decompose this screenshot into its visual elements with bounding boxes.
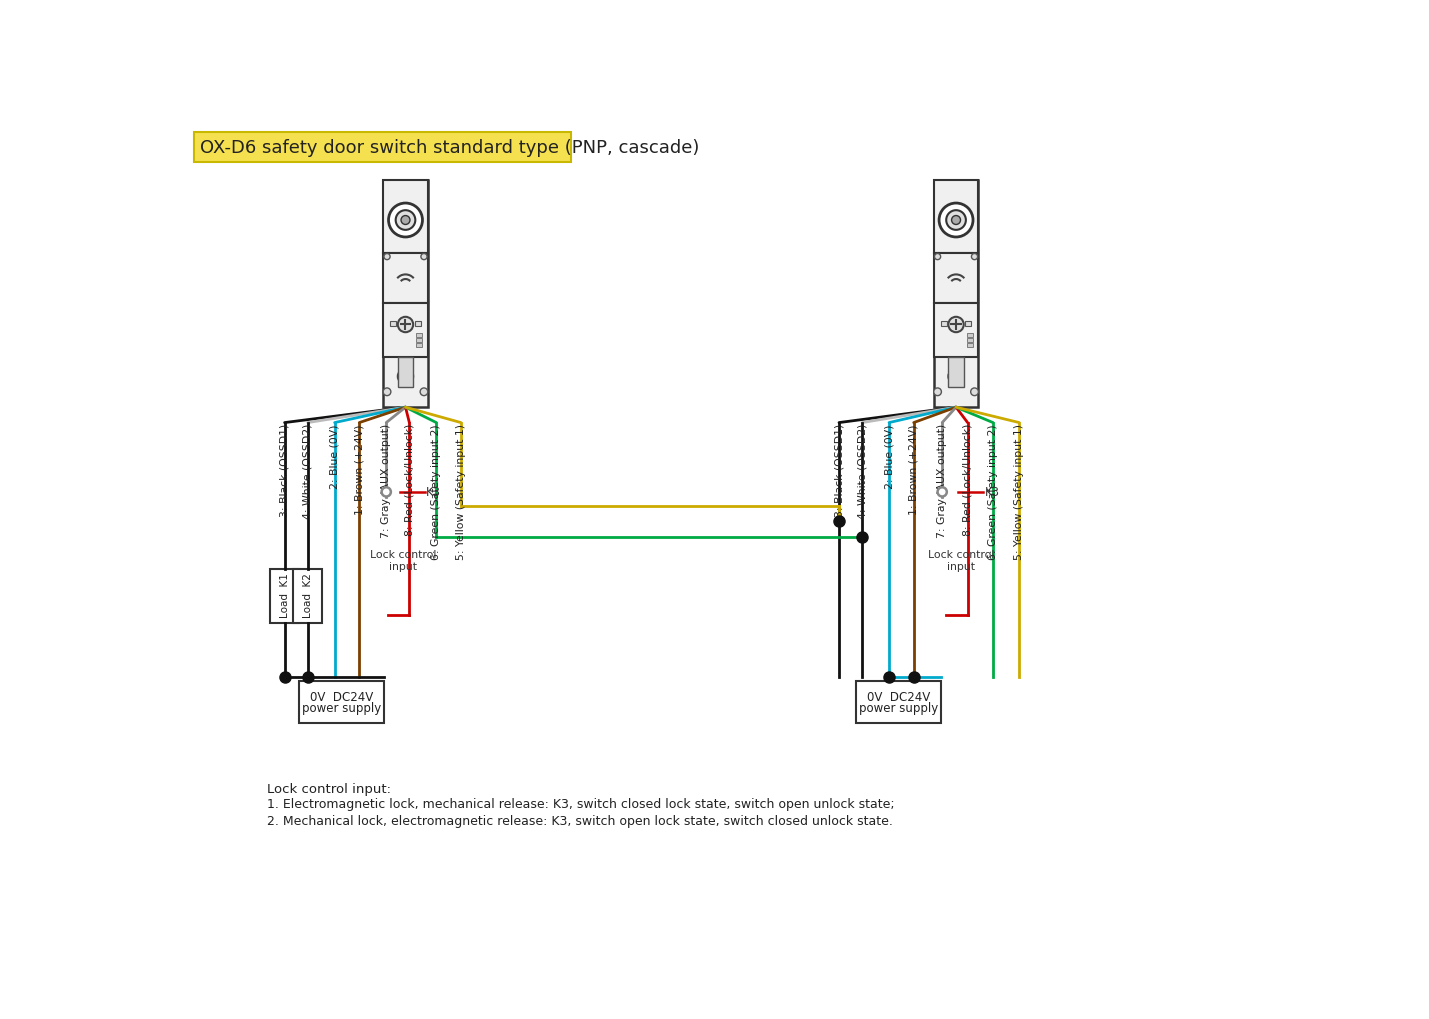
Circle shape (389, 203, 423, 237)
Text: K3: K3 (985, 486, 999, 499)
Text: OX-D6 safety door switch standard type (PNP, cascade): OX-D6 safety door switch standard type (… (200, 139, 699, 157)
FancyBboxPatch shape (856, 681, 940, 722)
Circle shape (952, 216, 960, 224)
Text: 1: Brown (+24V): 1: Brown (+24V) (909, 424, 919, 515)
Text: 8: Red (Lock/Unlock): 8: Red (Lock/Unlock) (404, 424, 414, 536)
Circle shape (397, 317, 413, 332)
FancyBboxPatch shape (940, 321, 947, 326)
Circle shape (383, 388, 392, 395)
Circle shape (420, 388, 427, 395)
Text: 5: Yellow (Safety input 1): 5: Yellow (Safety input 1) (1015, 424, 1025, 560)
Text: Lock control
input: Lock control input (929, 549, 995, 572)
Text: 3: Black (OSSD1): 3: Black (OSSD1) (280, 424, 290, 518)
FancyBboxPatch shape (933, 180, 979, 253)
FancyBboxPatch shape (967, 338, 973, 342)
FancyBboxPatch shape (397, 358, 413, 387)
FancyBboxPatch shape (933, 180, 979, 408)
FancyBboxPatch shape (933, 253, 979, 303)
FancyBboxPatch shape (299, 681, 384, 722)
Text: 2: Blue (0V): 2: Blue (0V) (330, 424, 340, 489)
Circle shape (946, 210, 966, 230)
Circle shape (937, 487, 947, 496)
FancyBboxPatch shape (383, 180, 427, 408)
FancyBboxPatch shape (383, 303, 427, 358)
Text: Lock control
input: Lock control input (370, 549, 436, 572)
FancyBboxPatch shape (949, 358, 963, 387)
Circle shape (382, 487, 392, 496)
FancyBboxPatch shape (383, 180, 427, 253)
Circle shape (422, 254, 427, 260)
Text: K3: K3 (426, 486, 442, 499)
FancyBboxPatch shape (967, 332, 973, 336)
Text: 0V  DC24V: 0V DC24V (310, 691, 373, 703)
Circle shape (949, 369, 963, 384)
FancyBboxPatch shape (270, 569, 299, 623)
Circle shape (972, 254, 977, 260)
FancyBboxPatch shape (416, 338, 423, 342)
FancyBboxPatch shape (194, 131, 572, 162)
FancyBboxPatch shape (390, 321, 396, 326)
Text: 4: White (OSSD2): 4: White (OSSD2) (857, 424, 867, 520)
FancyBboxPatch shape (414, 321, 422, 326)
Circle shape (933, 388, 942, 395)
Text: 0V  DC24V: 0V DC24V (866, 691, 930, 703)
Text: 6: Green (Safety input 2): 6: Green (Safety input 2) (987, 424, 997, 559)
Circle shape (396, 210, 416, 230)
Text: 4: White (OSSD2): 4: White (OSSD2) (303, 424, 313, 520)
Text: 5: Yellow (Safety input 1): 5: Yellow (Safety input 1) (456, 424, 466, 560)
Text: 7: Gray (AUX output): 7: Gray (AUX output) (382, 424, 392, 538)
Circle shape (397, 369, 413, 384)
Circle shape (384, 254, 390, 260)
Text: 2. Mechanical lock, electromagnetic release: K3, switch open lock state, switch : 2. Mechanical lock, electromagnetic rele… (267, 815, 893, 828)
Text: power supply: power supply (302, 702, 382, 715)
FancyBboxPatch shape (416, 332, 423, 336)
Circle shape (939, 203, 973, 237)
Text: 1: Brown (+24V): 1: Brown (+24V) (354, 424, 364, 515)
Circle shape (935, 254, 940, 260)
Text: power supply: power supply (859, 702, 937, 715)
Circle shape (402, 216, 410, 224)
FancyBboxPatch shape (967, 343, 973, 347)
Text: 8: Red (Lock/Unlock): 8: Red (Lock/Unlock) (963, 424, 973, 536)
FancyBboxPatch shape (383, 253, 427, 303)
FancyBboxPatch shape (933, 303, 979, 358)
FancyBboxPatch shape (416, 343, 423, 347)
Text: Load  K1: Load K1 (280, 574, 290, 619)
FancyBboxPatch shape (293, 569, 323, 623)
Text: 3: Black (OSSD1): 3: Black (OSSD1) (835, 424, 845, 518)
FancyBboxPatch shape (965, 321, 972, 326)
Text: 7: Gray (AUX output): 7: Gray (AUX output) (937, 424, 947, 538)
Text: Lock control input:: Lock control input: (267, 783, 392, 796)
Text: 2: Blue (0V): 2: Blue (0V) (885, 424, 895, 489)
Text: 6: Green (Safety input 2): 6: Green (Safety input 2) (432, 424, 442, 559)
Text: Load  K2: Load K2 (303, 574, 313, 619)
Circle shape (949, 317, 963, 332)
Text: 1. Electromagnetic lock, mechanical release: K3, switch closed lock state, switc: 1. Electromagnetic lock, mechanical rele… (267, 798, 895, 811)
Circle shape (970, 388, 979, 395)
